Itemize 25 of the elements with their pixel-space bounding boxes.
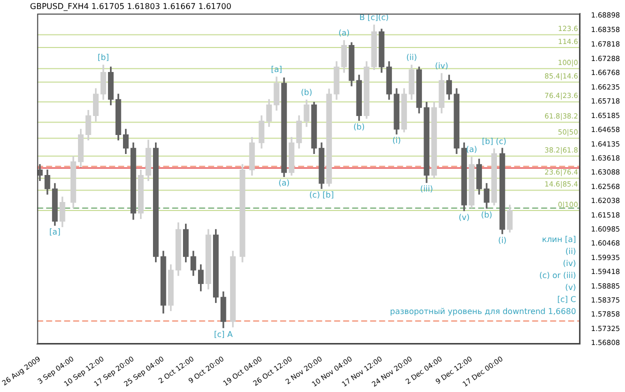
annotation: (b) xyxy=(480,210,492,220)
annotation: (ii) xyxy=(406,53,417,62)
annotation: (b) xyxy=(300,88,312,98)
annotation: (b) xyxy=(353,122,365,132)
annotation: (iv) xyxy=(435,62,448,71)
annotation: [b] xyxy=(98,53,109,62)
annotation: (iii) xyxy=(420,184,434,194)
annotation: [b] (c) xyxy=(482,136,506,146)
annotation: [a] xyxy=(49,227,60,236)
annotation: (a) xyxy=(338,28,350,38)
annotation: (c) [b] xyxy=(309,190,334,200)
annotation: [a] xyxy=(270,65,282,74)
annotation: [c] C xyxy=(557,295,576,304)
annotation: (a) xyxy=(278,178,290,188)
chart-title: GBPUSD_FXH4 1.61705 1.61803 1.61667 1.61700 xyxy=(30,2,232,11)
annotation: разворотный уровень для downtrend 1,6680 xyxy=(390,307,576,316)
annotation: (v) xyxy=(458,212,470,222)
annotation: [c] A xyxy=(214,330,234,339)
annotation: (i) xyxy=(392,136,401,146)
annotation: (iv) xyxy=(562,259,576,268)
annotation: (v) xyxy=(565,283,576,292)
annotation: (c) or (iii) xyxy=(539,271,576,280)
annotation: (i) xyxy=(498,236,507,245)
annotation: (ii) xyxy=(565,247,576,256)
annotation: клин [a] xyxy=(542,235,576,244)
